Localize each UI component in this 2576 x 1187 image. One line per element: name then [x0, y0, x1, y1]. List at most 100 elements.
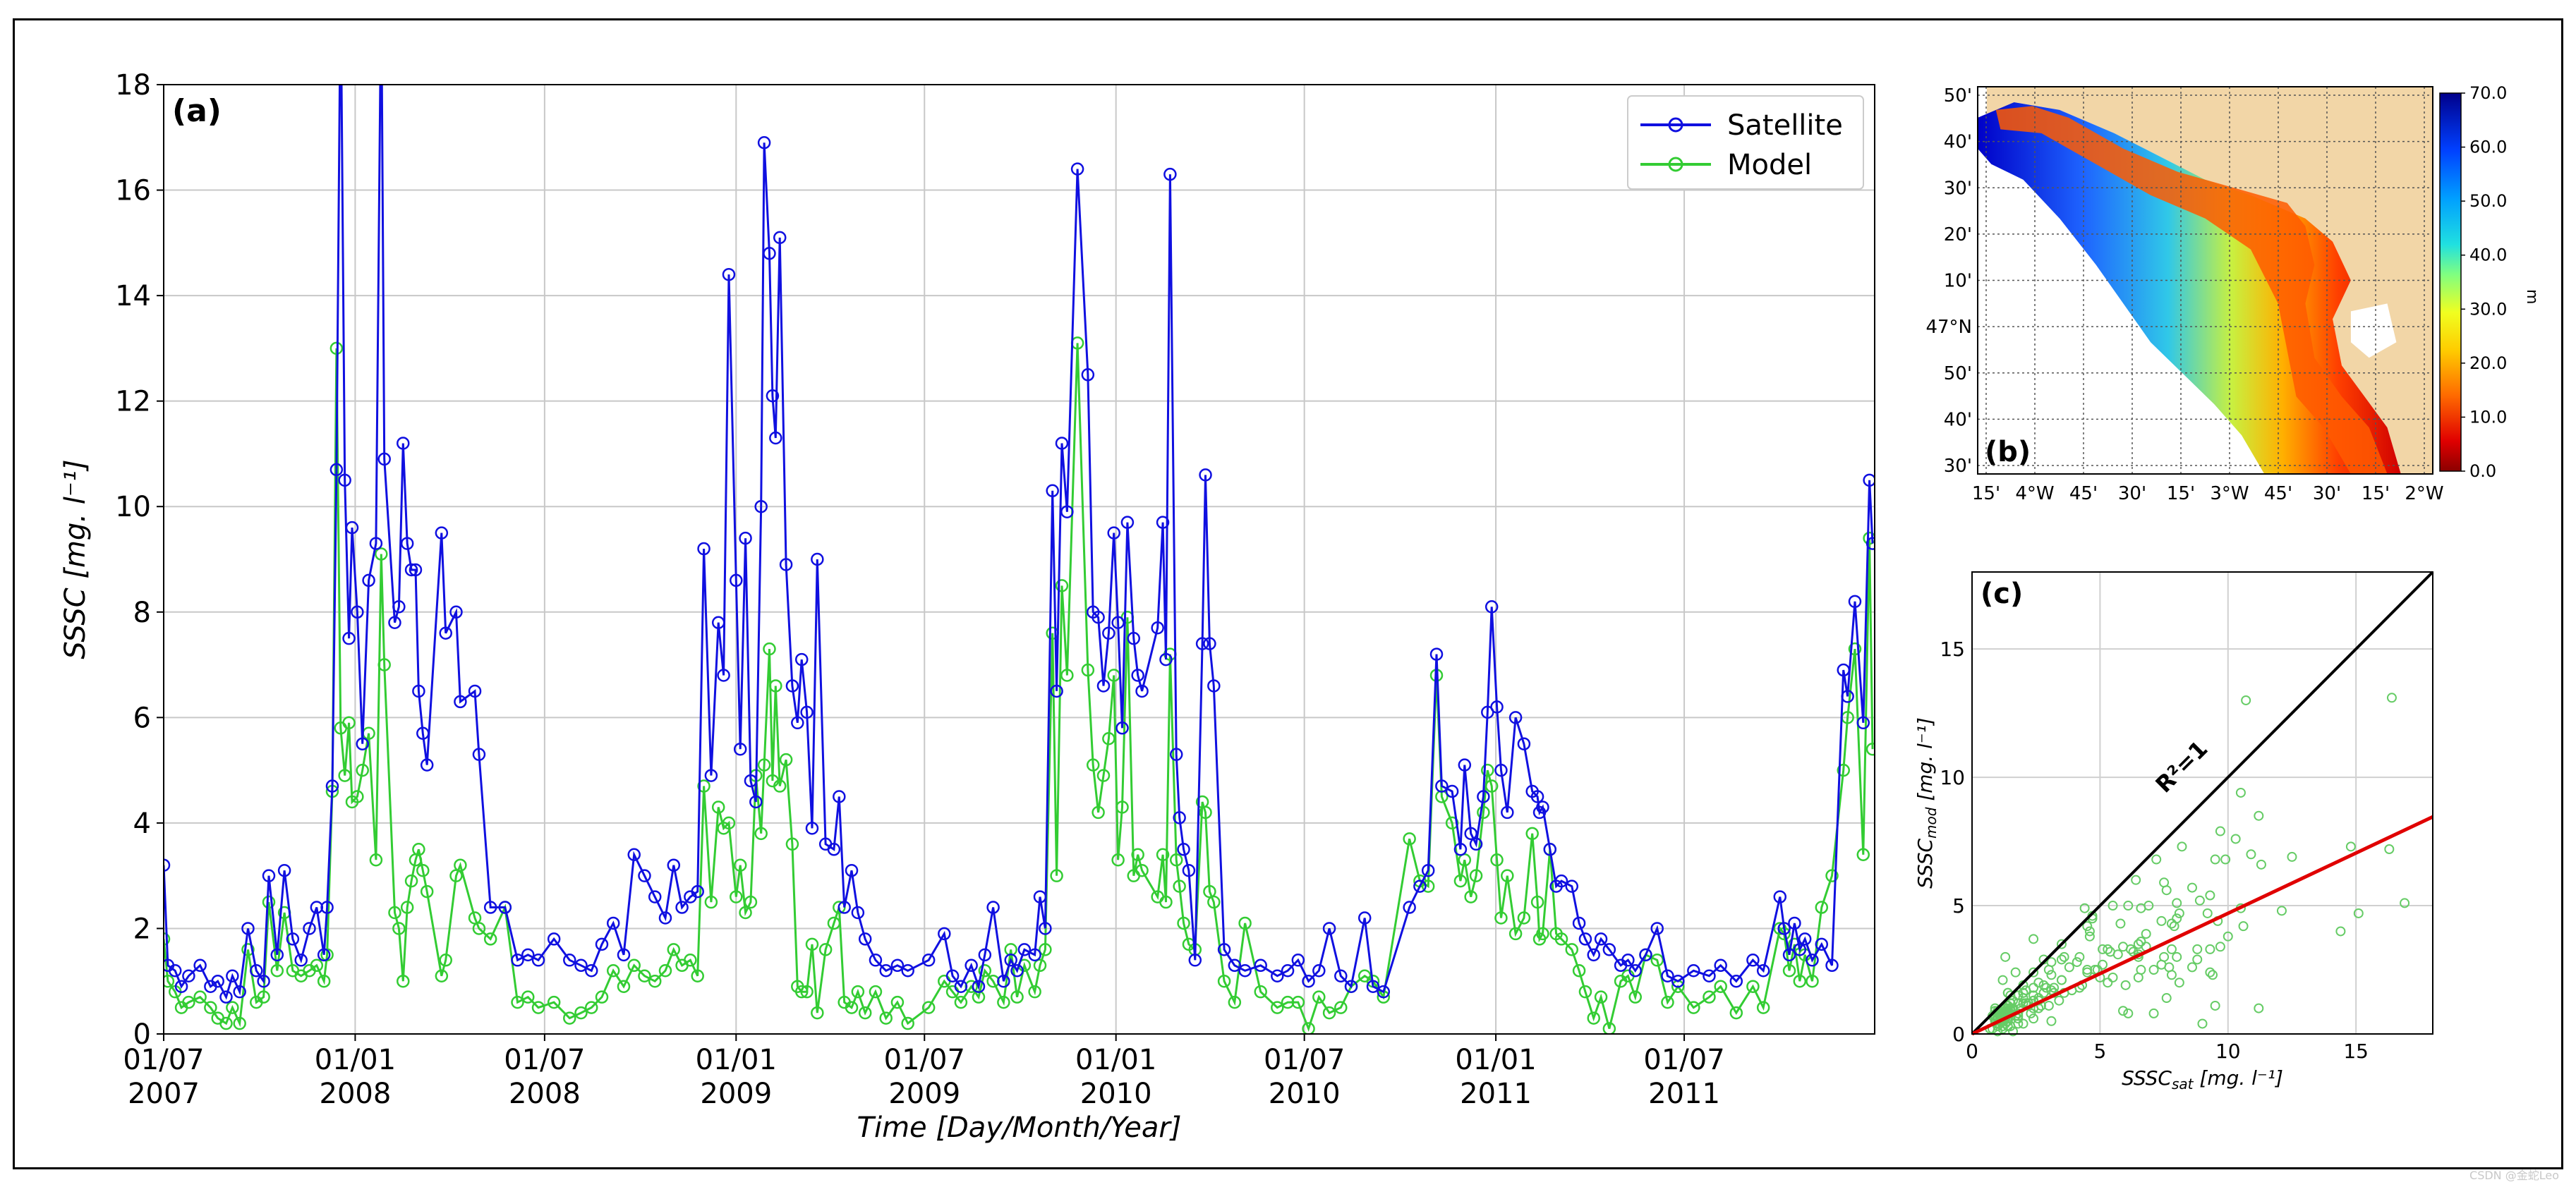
scatter-point [2018, 1018, 2028, 1029]
model-point [1481, 763, 1494, 777]
satellite-point [1182, 863, 1196, 877]
model-point [1028, 985, 1041, 999]
scatter-point [2103, 944, 2113, 954]
model-point [351, 790, 364, 803]
model-point [375, 547, 388, 561]
map-lon-label: 15' [1972, 483, 2000, 504]
scatter-point [2205, 967, 2215, 978]
model-point [794, 985, 809, 999]
satellite-point [805, 822, 819, 835]
map-lat-label: 10' [1944, 271, 1972, 292]
satellite-point [574, 958, 588, 973]
scatter-point [1990, 1006, 2000, 1016]
scatter-point [2276, 906, 2287, 916]
scatter-point [2177, 841, 2187, 852]
map-area [1978, 87, 2433, 474]
model-point [1477, 805, 1490, 820]
model-point [164, 932, 171, 946]
model-point [1238, 916, 1252, 930]
satellite-point [1687, 964, 1700, 978]
model-point [1169, 853, 1183, 867]
satellite-point [392, 600, 406, 614]
satellite-point [345, 521, 359, 535]
scatter-point [2008, 1026, 2019, 1037]
panel-b-label: (b) [1985, 436, 2031, 468]
satellite-point [226, 969, 239, 982]
satellite-point [1650, 922, 1664, 935]
panel-a-x-axis-label: Time [Day/Month/Year] [857, 1112, 1182, 1144]
satellite-point [547, 932, 561, 946]
scatter-point [2215, 942, 2225, 952]
model-point [704, 895, 718, 909]
model-point [730, 890, 743, 903]
satellite-point [1756, 964, 1770, 978]
satellite-point [219, 990, 233, 1004]
legend-model-marker [1668, 157, 1683, 172]
scatter-point [2156, 959, 2167, 970]
scatter-point [2205, 944, 2215, 954]
scatter-point [2187, 882, 2197, 893]
model-point [400, 901, 414, 914]
model-point [890, 995, 905, 1009]
x-tick-label: 01/01 [696, 1044, 777, 1076]
model-point [511, 995, 524, 1009]
satellite-point [250, 964, 263, 978]
scatter-point [2049, 982, 2060, 993]
model-point [585, 1001, 598, 1014]
scatter-point [2013, 998, 2024, 1009]
satellite-point [1508, 711, 1523, 724]
satellite-point [1195, 637, 1209, 650]
satellite-point [779, 558, 793, 571]
model-point [1554, 932, 1568, 946]
satellite-point [1825, 958, 1839, 973]
model-point [454, 858, 467, 872]
panel-c-label: (c) [1981, 578, 2023, 610]
colorbar-tick-label: 0.0 [2469, 461, 2496, 481]
panel-a-label: (a) [172, 93, 222, 129]
satellite-point [1572, 916, 1586, 930]
model-point [483, 932, 497, 946]
satellite-point [1429, 647, 1444, 661]
satellite-point [1312, 964, 1326, 978]
satellite-point [1837, 663, 1850, 677]
satellite-point [257, 974, 270, 988]
satellite-point [1621, 954, 1635, 967]
colorbar-tick-label: 40.0 [2469, 245, 2507, 265]
map-frame [1977, 86, 2433, 475]
satellite-point [851, 906, 865, 920]
model-point [1453, 874, 1468, 888]
model-point [1131, 848, 1144, 862]
satellite-point [837, 901, 851, 914]
satellite-point [325, 779, 339, 793]
x-tick-label: 2009 [700, 1078, 772, 1110]
satellite-point [667, 858, 681, 872]
satellite-point [1004, 954, 1017, 967]
scatter-point [2161, 885, 2172, 896]
scatter-point [2074, 951, 2085, 962]
model-point [1135, 863, 1149, 877]
colorbar-tick-label: 70.0 [2469, 83, 2507, 103]
scatter-point [2123, 901, 2134, 911]
scatter-point [1997, 975, 2008, 985]
satellite-point [1334, 969, 1348, 982]
scatter-point [2148, 1008, 2159, 1018]
satellite-point [754, 499, 768, 513]
y-tick-label: 12 [115, 386, 151, 418]
satellite-point [1055, 437, 1069, 450]
satellite-point [286, 932, 300, 946]
regression-line [1971, 815, 2434, 1036]
map-lat-label: 50' [1944, 85, 1972, 106]
scatter-point [2064, 962, 2074, 973]
scatter-point [2082, 965, 2093, 975]
model-point [388, 906, 401, 920]
satellite-point [1661, 969, 1674, 982]
scatter-point [2013, 990, 2024, 1001]
satellite-point [412, 684, 425, 698]
satellite-point [420, 758, 434, 772]
colorbar-tick-label: 30.0 [2469, 299, 2507, 319]
scatter-point [2041, 982, 2052, 993]
scatter-point [2033, 978, 2044, 988]
satellite-point [483, 901, 497, 914]
scatter-point [2254, 1003, 2264, 1013]
